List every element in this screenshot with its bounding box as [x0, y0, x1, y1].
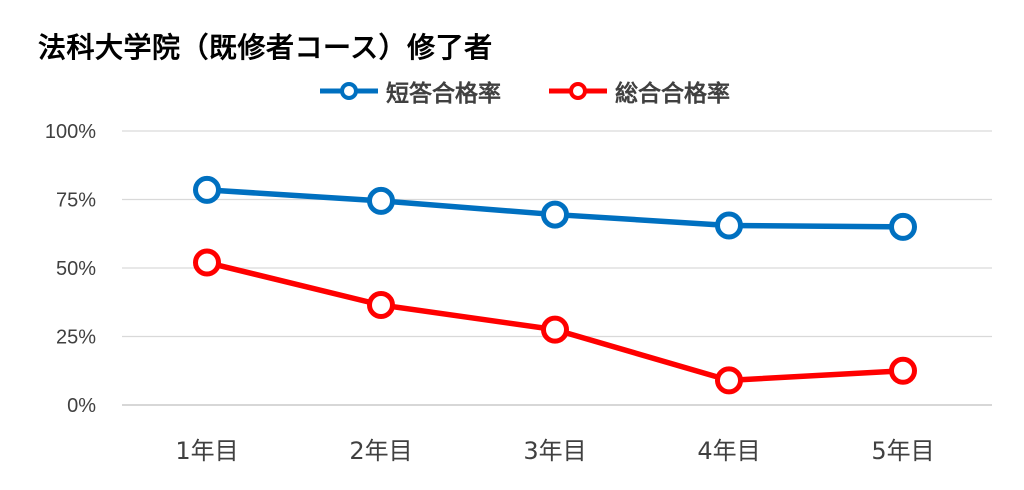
- y-tick-label: 25%: [56, 327, 96, 349]
- x-axis-ticks: 1年目 2年目 3年目 4年目 5年目: [175, 437, 934, 465]
- data-point-overall: [193, 248, 221, 277]
- y-tick-label: 50%: [56, 258, 96, 280]
- x-tick-label: 4年目: [697, 437, 760, 465]
- series-group: [193, 175, 917, 395]
- y-tick-label: 0%: [67, 395, 96, 417]
- data-point-overall: [889, 356, 917, 385]
- x-tick-label: 1年目: [175, 437, 238, 465]
- chart-title: 法科大学院（既修者コース）修了者: [38, 31, 493, 64]
- x-tick-label: 2年目: [349, 437, 412, 465]
- data-point-short-answer: [889, 212, 917, 241]
- legend-label-overall: 総合合格率: [615, 81, 730, 107]
- data-point-short-answer: [367, 186, 395, 215]
- data-point-short-answer: [541, 200, 569, 229]
- legend-item-short-answer: 短答合格率: [318, 74, 501, 108]
- gridlines: [122, 130, 992, 406]
- x-tick-label: 3年目: [523, 437, 586, 465]
- data-point-overall: [541, 315, 569, 344]
- legend: 短答合格率 総合合格率: [318, 74, 730, 108]
- y-tick-label: 75%: [56, 190, 96, 212]
- data-point-short-answer: [193, 175, 221, 204]
- legend-label-short-answer: 短答合格率: [386, 81, 501, 107]
- x-tick-label: 5年目: [871, 437, 934, 465]
- data-point-overall: [715, 366, 743, 395]
- legend-marker-short-answer: [320, 82, 378, 100]
- y-tick-label: 100%: [45, 121, 96, 143]
- data-point-short-answer: [715, 211, 743, 240]
- legend-marker-overall: [549, 82, 607, 100]
- legend-item-overall: 総合合格率: [547, 74, 730, 108]
- data-point-overall: [367, 290, 395, 319]
- y-axis-ticks: 0% 25% 50% 75% 100%: [45, 121, 96, 417]
